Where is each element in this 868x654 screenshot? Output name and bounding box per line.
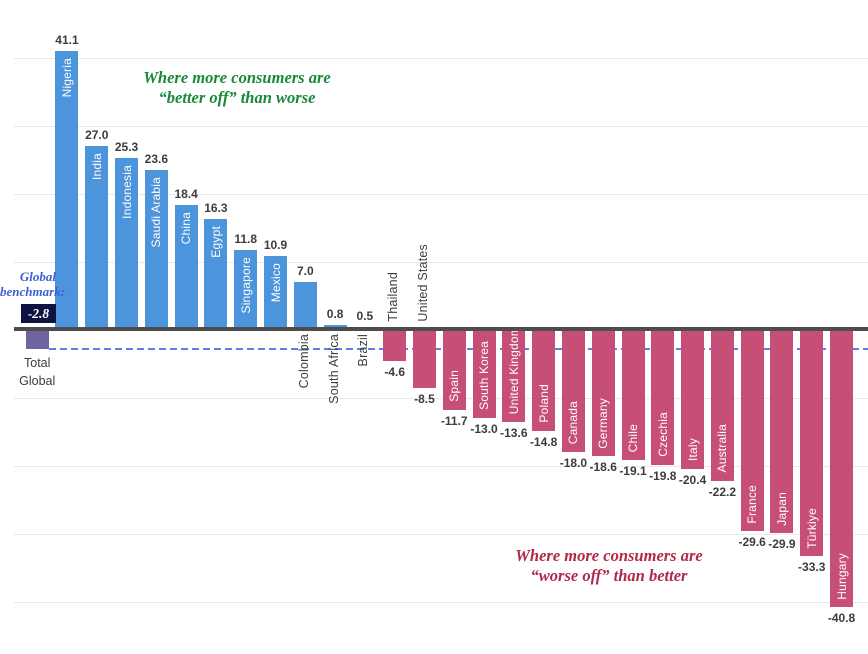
value-label-nigeria: 41.1 bbox=[55, 32, 79, 47]
country-label-nigeria: Nigeria bbox=[59, 57, 74, 97]
gridline--40 bbox=[14, 602, 868, 603]
value-label-india: 27.0 bbox=[85, 128, 109, 143]
country-label-china: China bbox=[179, 211, 194, 245]
bar-united-kingdom: United Kingdom bbox=[502, 326, 526, 423]
country-label-united-states: United States bbox=[415, 244, 430, 322]
value-label-italy: -20.4 bbox=[678, 472, 707, 487]
bar-china: China bbox=[174, 204, 198, 330]
value-label-chile: -19.1 bbox=[619, 463, 647, 478]
country-label-south-africa: South Africa bbox=[326, 334, 341, 404]
value-label-singapore: 11.8 bbox=[234, 231, 258, 246]
country-label-italy: Italy bbox=[685, 437, 700, 461]
negative-annotation-line2: “worse off” than better bbox=[530, 566, 688, 586]
value-label-türkiye: -33.3 bbox=[798, 560, 826, 575]
gridline--30 bbox=[14, 534, 868, 535]
value-label-china: 18.4 bbox=[174, 186, 198, 201]
bar-nigeria: Nigeria bbox=[55, 50, 79, 330]
total-global-label: Total Global bbox=[19, 356, 56, 389]
global-benchmark-label-line2: benchmark: bbox=[0, 284, 65, 300]
bar-mexico: Mexico bbox=[264, 255, 288, 330]
value-label-brazil: 0.5 bbox=[356, 308, 374, 323]
bar-egypt: Egypt bbox=[204, 219, 228, 330]
value-label-spain: -11.7 bbox=[440, 413, 468, 428]
value-label-indonesia: 25.3 bbox=[114, 139, 139, 154]
gridline--20 bbox=[14, 466, 868, 467]
value-label-japan: -29.9 bbox=[768, 537, 796, 552]
bar-canada: Canada bbox=[561, 330, 585, 453]
value-label-south-africa: 0.8 bbox=[326, 306, 344, 321]
country-label-indonesia: Indonesia bbox=[119, 164, 134, 219]
value-label-france: -29.6 bbox=[738, 535, 766, 550]
bar-japan: Japan bbox=[770, 330, 794, 534]
bar-italy: Italy bbox=[681, 330, 705, 469]
bar-thailand bbox=[383, 330, 407, 362]
country-label-japan: Japan bbox=[774, 491, 789, 526]
negative-annotation: Where more consumers are “worse off” tha… bbox=[449, 546, 769, 586]
bar-india: India bbox=[85, 146, 109, 330]
country-label-india: India bbox=[89, 153, 104, 181]
bar-france: France bbox=[740, 330, 764, 532]
positive-annotation-line2: “better off” than worse bbox=[158, 88, 316, 108]
bar-czechia: Czechia bbox=[651, 330, 675, 465]
value-label-germany: -18.6 bbox=[589, 460, 617, 475]
value-label-united-states: -8.5 bbox=[414, 391, 435, 406]
bar-singapore: Singapore bbox=[234, 249, 258, 330]
country-label-australia: Australia bbox=[715, 424, 730, 473]
negative-annotation-line1: Where more consumers are bbox=[515, 546, 703, 565]
country-label-czechia: Czechia bbox=[655, 411, 670, 457]
value-label-canada: -18.0 bbox=[559, 456, 588, 471]
value-label-thailand: -4.6 bbox=[384, 365, 406, 380]
gridline-20 bbox=[14, 194, 868, 195]
country-label-poland: Poland bbox=[536, 384, 551, 423]
bar-united-states bbox=[412, 330, 436, 388]
country-label-singapore: Singapore bbox=[238, 256, 253, 314]
bar-south-korea: South Korea bbox=[472, 330, 496, 419]
positive-annotation: Where more consumers are “better off” th… bbox=[77, 68, 397, 108]
bar-total-global bbox=[25, 330, 49, 350]
country-label-united-kingdom: United Kingdom bbox=[506, 326, 521, 415]
country-label-colombia: Colombia bbox=[296, 334, 311, 389]
value-label-colombia: 7.0 bbox=[296, 264, 314, 279]
bar-colombia bbox=[293, 282, 317, 330]
value-label-egypt: 16.3 bbox=[204, 201, 228, 216]
gridline--10 bbox=[14, 398, 868, 399]
gridline-10 bbox=[14, 262, 868, 263]
bar-australia: Australia bbox=[710, 330, 734, 481]
bar-germany: Germany bbox=[591, 330, 615, 457]
value-label-saudi-arabia: 23.6 bbox=[144, 151, 169, 166]
value-label-hungary: -40.8 bbox=[827, 611, 856, 626]
value-label-czechia: -19.8 bbox=[649, 468, 677, 483]
value-label-australia: -22.2 bbox=[708, 484, 737, 499]
value-label-united-kingdom: -13.6 bbox=[500, 426, 528, 441]
global-benchmark-label-line1: Global bbox=[19, 269, 56, 284]
gridline-40 bbox=[14, 58, 868, 59]
country-label-brazil: Brazil bbox=[356, 334, 371, 367]
gridline-30 bbox=[14, 126, 868, 127]
bar-poland: Poland bbox=[532, 330, 556, 431]
bar-türkiye: Türkiye bbox=[800, 330, 824, 557]
global-benchmark-value: -2.8 bbox=[21, 304, 56, 323]
value-label-mexico: 10.9 bbox=[263, 237, 288, 252]
bar-hungary: Hungary bbox=[830, 330, 854, 608]
value-label-south-korea: -13.0 bbox=[470, 422, 498, 437]
bar-indonesia: Indonesia bbox=[115, 157, 139, 330]
country-label-germany: Germany bbox=[596, 397, 611, 449]
bar-chile: Chile bbox=[621, 330, 645, 460]
positive-annotation-line1: Where more consumers are bbox=[143, 68, 331, 87]
global-benchmark-label: Global benchmark: bbox=[0, 269, 65, 300]
country-label-chile: Chile bbox=[626, 423, 640, 452]
country-label-south-korea: South Korea bbox=[477, 341, 492, 411]
zero-axis-line bbox=[14, 327, 868, 331]
bar-spain: Spain bbox=[442, 330, 466, 410]
bar-saudi-arabia: Saudi Arabia bbox=[144, 169, 168, 330]
value-label-poland: -14.8 bbox=[529, 434, 558, 449]
